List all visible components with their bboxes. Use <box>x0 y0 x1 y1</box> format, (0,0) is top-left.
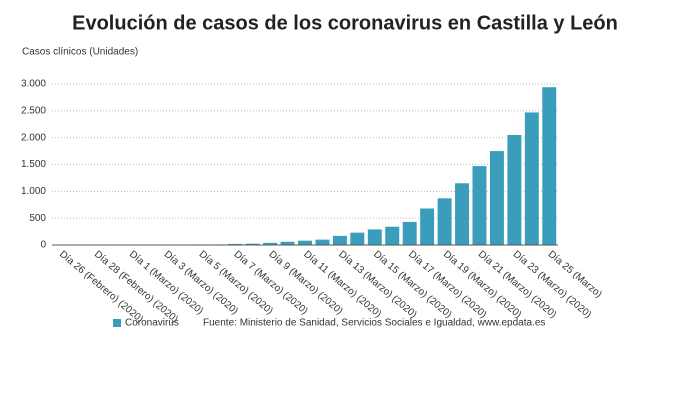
y-tick-label: 3.000 <box>21 79 46 90</box>
bar <box>367 229 382 245</box>
bar <box>507 134 522 245</box>
y-axis-label: Casos clínicos (Unidades) <box>22 47 138 58</box>
y-tick-label: 2.000 <box>21 132 46 143</box>
legend-label: Coronavirus <box>125 318 179 329</box>
bar <box>437 198 452 245</box>
bar <box>524 112 539 246</box>
bar <box>385 226 400 245</box>
y-tick-label: 2.500 <box>21 105 46 116</box>
bar <box>245 243 260 245</box>
bar <box>455 183 470 245</box>
bar <box>420 208 435 245</box>
bar <box>350 232 365 245</box>
bar <box>402 221 417 245</box>
bar <box>332 235 347 245</box>
source: Fuente: Ministerio de Sanidad, Servicios… <box>203 318 545 329</box>
y-tick-label: 1.500 <box>21 159 46 170</box>
bar <box>228 243 243 245</box>
y-tick-label: 0 <box>40 240 46 251</box>
y-tick-label: 1.000 <box>21 186 46 197</box>
bar <box>263 242 278 245</box>
bar <box>315 239 330 245</box>
bar <box>280 241 295 245</box>
bar <box>489 151 504 245</box>
bar <box>542 87 557 245</box>
bar <box>472 166 487 245</box>
y-tick-label: 500 <box>29 213 46 224</box>
bar <box>298 240 312 245</box>
legend-swatch <box>113 319 121 327</box>
chart-title: Evolución de casos de los coronavirus en… <box>72 12 618 34</box>
